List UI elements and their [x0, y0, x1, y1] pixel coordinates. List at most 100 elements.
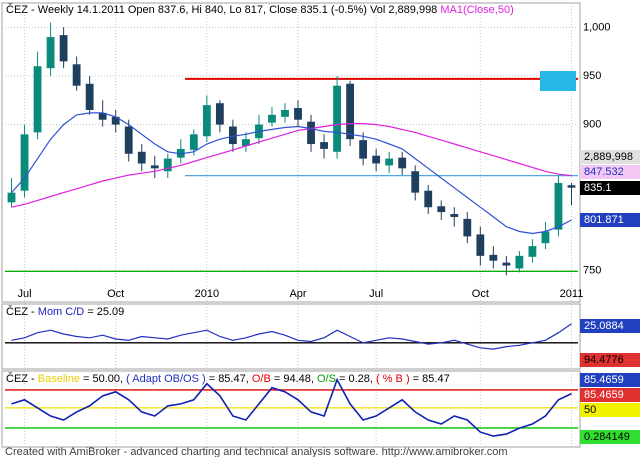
candle-body — [98, 112, 107, 120]
y-tick-label: 750 — [583, 264, 601, 276]
value-tag-label: 0.284149 — [584, 431, 630, 443]
candle-body — [33, 66, 42, 133]
value-tag-label: 25.0884 — [584, 320, 624, 332]
candle-body — [307, 121, 315, 145]
title-segment: ČEZ - — [6, 305, 38, 318]
value-tag — [580, 353, 640, 367]
candle-body — [7, 192, 16, 203]
value-tag — [580, 319, 640, 333]
candle-body — [281, 110, 289, 117]
value-tag — [580, 150, 640, 164]
pane — [1, 370, 581, 448]
value-tag-label: 50 — [584, 404, 596, 416]
candle-body — [437, 206, 446, 213]
x-tick-label: Jul — [18, 288, 32, 300]
candle-body — [372, 155, 381, 164]
candle-body — [489, 254, 498, 261]
title-segment: = 94.48, — [271, 373, 317, 385]
y-tick-label: 900 — [583, 118, 601, 130]
highlight-box — [540, 71, 576, 91]
title-segment: O/B — [252, 373, 271, 385]
value-tag — [580, 213, 640, 227]
title-segment: = 25.09 — [84, 306, 124, 318]
value-tag-label: 847.532 — [584, 166, 624, 178]
candle-body — [72, 64, 81, 86]
footer: Created with AmiBroker - advanced charti… — [5, 446, 508, 457]
title-segment: ( % B ) — [376, 373, 410, 385]
title-segment: ČEZ - Weekly 14.1.2011 Open 837.6, Hi 84… — [6, 3, 440, 16]
title-segment: = 85.47, — [206, 373, 252, 385]
series-line — [11, 112, 572, 235]
candle-body — [424, 190, 433, 208]
candle-body — [150, 165, 159, 169]
x-tick-label: 2010 — [195, 288, 219, 300]
candle-body — [567, 185, 576, 188]
candle-body — [46, 37, 55, 69]
candle-body — [450, 214, 459, 217]
candle-body — [411, 171, 420, 193]
series-line — [11, 123, 572, 208]
candle-body — [359, 140, 368, 159]
candle-body — [215, 103, 224, 125]
candle-body — [20, 134, 29, 191]
title-segment: ( Adapt OB/OS ) — [126, 373, 205, 385]
title-segment: Mom C/D — [38, 306, 85, 318]
title-segment: O/S — [317, 373, 336, 385]
value-tag-label: 801.871 — [584, 214, 624, 226]
candle-body — [463, 218, 472, 237]
value-tag — [580, 181, 640, 195]
candle-body — [398, 157, 407, 169]
value-tag-label: 85.4659 — [584, 389, 624, 401]
candle-body — [85, 83, 94, 110]
x-tick-label: 2011 — [560, 288, 584, 300]
candle-body — [242, 139, 250, 146]
value-tag — [580, 373, 640, 387]
value-tag-label: 835.1 — [584, 182, 612, 194]
value-tag — [580, 165, 640, 179]
candle-body — [502, 262, 511, 266]
candle-body — [320, 142, 328, 149]
candle-body — [59, 35, 68, 62]
title-segment: = 50.00, — [80, 373, 126, 385]
candle-body — [228, 126, 237, 145]
value-tag — [580, 430, 640, 444]
title-segment: = 85.47 — [410, 373, 450, 385]
candle-body — [476, 234, 485, 256]
candle-body — [137, 151, 146, 164]
value-tag — [580, 388, 640, 402]
candle-body — [268, 114, 276, 123]
candle-body — [163, 158, 172, 172]
y-tick-label: 950 — [583, 70, 601, 82]
pane-title: ČEZ - Baseline = 50.00, ( Adapt OB/OS ) … — [6, 372, 450, 385]
candle-body — [333, 85, 341, 152]
candle-body — [202, 105, 211, 137]
candle-body — [294, 108, 302, 120]
series-line — [11, 323, 572, 350]
value-tag-label: 2,889,998 — [584, 151, 633, 163]
y-tick-label: 1,000 — [583, 21, 611, 33]
candle-body — [124, 126, 133, 154]
candle-body — [515, 255, 524, 269]
x-tick-label: Jul — [369, 288, 383, 300]
x-tick-label: Oct — [472, 288, 489, 300]
pane-title: ČEZ - Mom C/D = 25.09 — [6, 305, 124, 318]
title-segment: ČEZ - — [6, 372, 38, 385]
value-tag-label: 85.4659 — [584, 374, 624, 386]
candle-body — [528, 246, 537, 257]
candle-body — [111, 116, 120, 125]
pane-title: ČEZ - Weekly 14.1.2011 Open 837.6, Hi 84… — [6, 3, 514, 16]
x-tick-label: Oct — [107, 288, 124, 300]
x-tick-label: Apr — [289, 288, 306, 300]
title-segment: Baseline — [38, 373, 80, 385]
value-tag-label: 94.4776 — [584, 354, 624, 366]
title-segment: = 0.28, — [336, 373, 376, 385]
value-tag — [580, 403, 640, 417]
candle-body — [189, 134, 198, 150]
candle-body — [541, 231, 550, 244]
candle-body — [385, 158, 394, 166]
candle-body — [346, 83, 355, 140]
title-segment: MA1(Close,50) — [440, 4, 513, 16]
candle-body — [554, 182, 563, 230]
